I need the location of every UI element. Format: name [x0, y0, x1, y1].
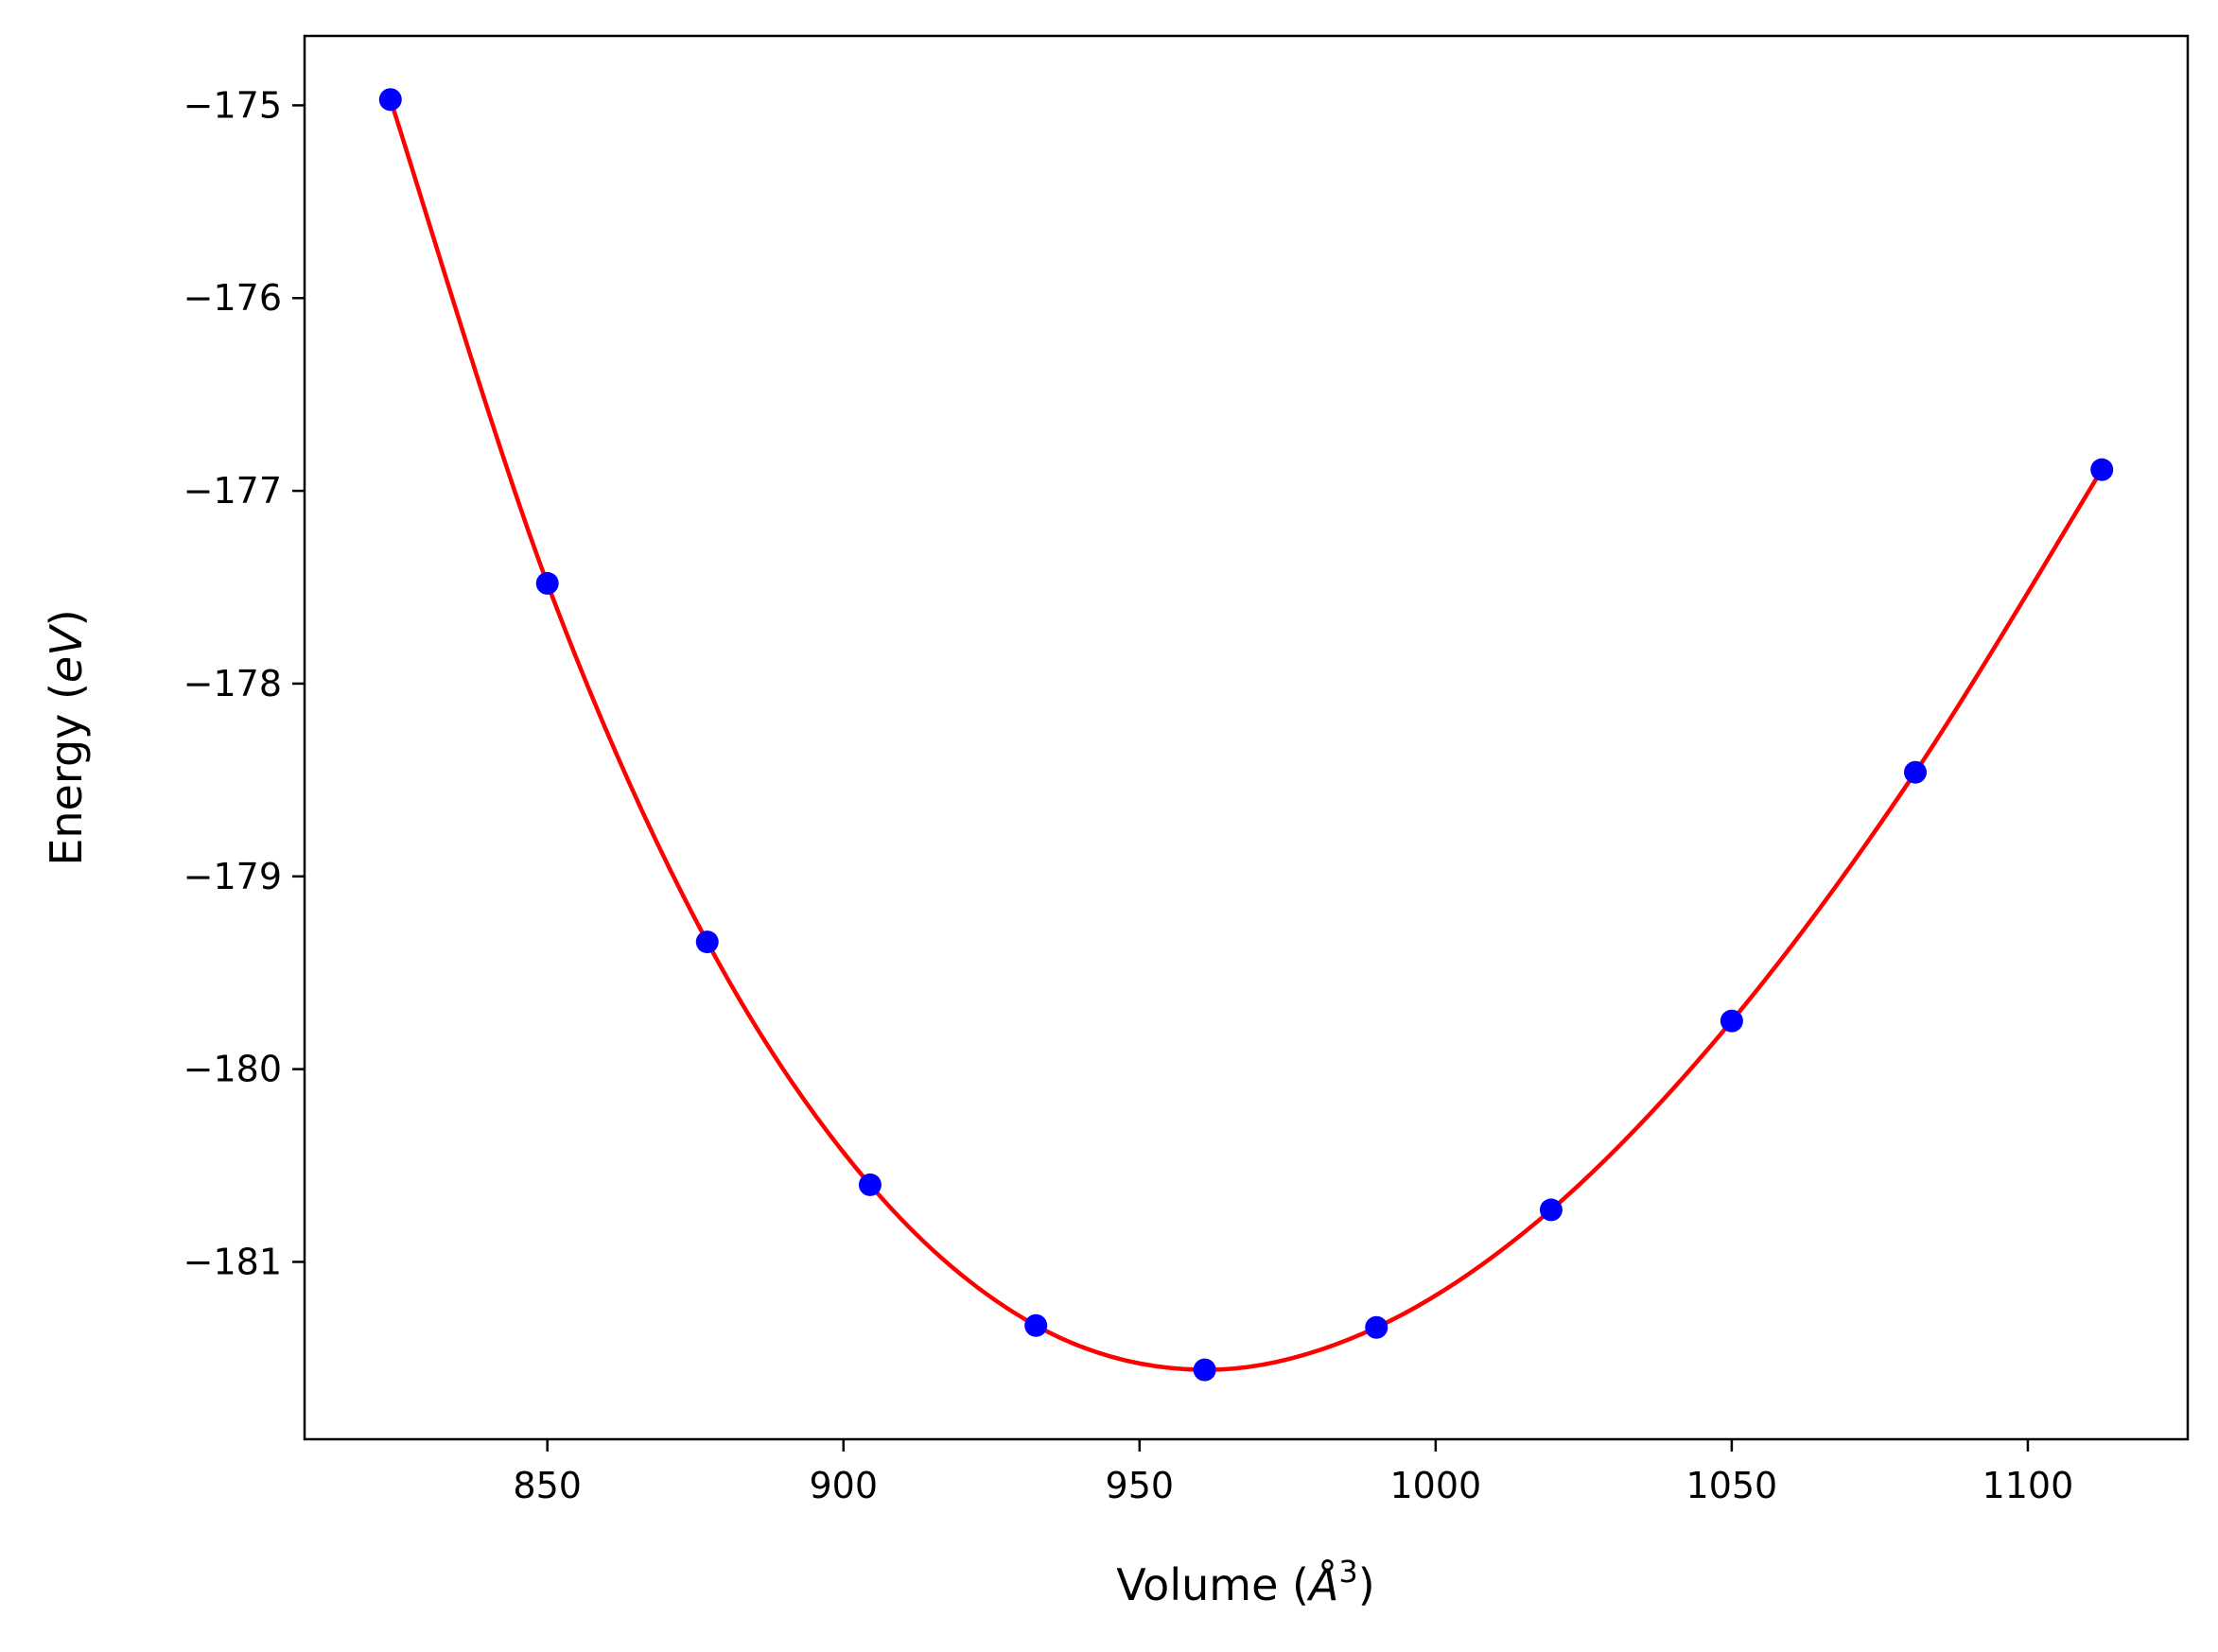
data-point	[1193, 1358, 1216, 1382]
y-axis-ticks: −175 −176 −177 −178 −179 −180 −181	[183, 84, 305, 1282]
data-point	[2090, 458, 2114, 481]
y-tick-label: −176	[183, 277, 282, 319]
y-tick-label: −181	[183, 1241, 282, 1282]
data-point	[1365, 1315, 1388, 1339]
x-axis-label: Volume (Å3)	[1116, 1554, 1374, 1610]
x-tick-label: 900	[809, 1465, 878, 1506]
y-tick-label: −179	[183, 856, 282, 897]
x-tick-label: 1100	[1982, 1465, 2074, 1506]
y-tick-label: −178	[183, 663, 282, 704]
data-point	[1539, 1198, 1563, 1222]
plot-frame	[303, 34, 2190, 1441]
x-tick-label: 850	[513, 1465, 582, 1506]
y-tick-label: −177	[183, 470, 282, 512]
fit-curve	[388, 97, 2104, 1372]
data-point	[858, 1173, 882, 1196]
data-point	[1024, 1313, 1048, 1337]
y-tick-label: −175	[183, 84, 282, 126]
plot-content	[378, 88, 2114, 1382]
x-axis-ticks: 850 900 950 1000 1050 1100	[513, 1439, 2073, 1506]
x-tick-label: 1000	[1389, 1465, 1481, 1506]
data-point	[535, 571, 559, 595]
y-tick-label: −180	[183, 1049, 282, 1090]
data-point	[378, 88, 402, 112]
x-tick-label: 950	[1106, 1465, 1175, 1506]
data-point	[1720, 1009, 1743, 1033]
data-point	[695, 930, 719, 954]
y-axis-label: Energy (eV)	[41, 609, 92, 865]
x-tick-label: 1050	[1686, 1465, 1778, 1506]
data-point	[1903, 760, 1927, 784]
